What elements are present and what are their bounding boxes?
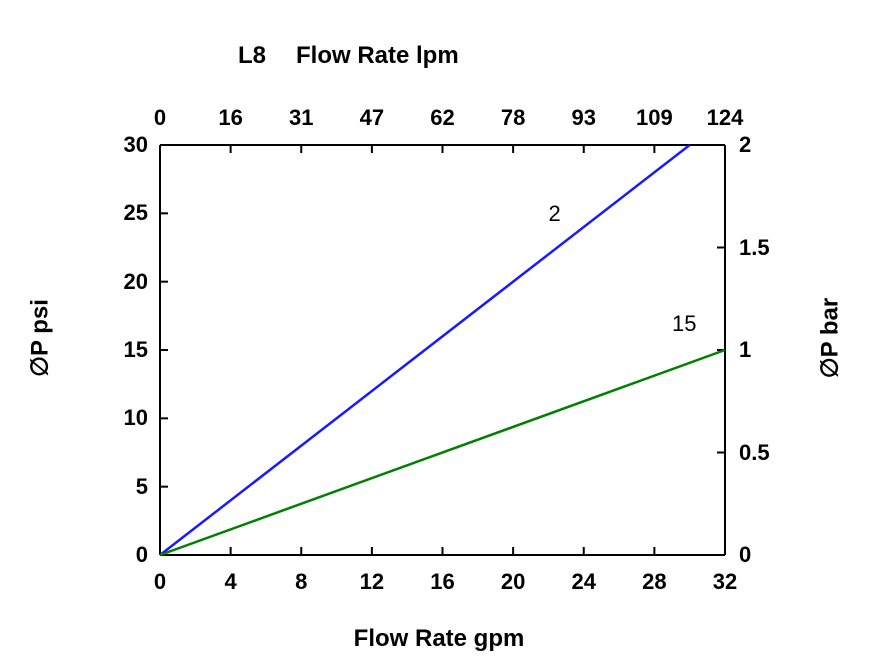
xtick-bottom: 12 xyxy=(347,569,397,595)
series-label-2: 2 xyxy=(548,201,560,227)
ytick-left: 20 xyxy=(98,269,148,295)
series-line-15 xyxy=(160,350,725,555)
ytick-left: 30 xyxy=(98,132,148,158)
chart-container: { "chart": { "type": "line", "title_pref… xyxy=(0,0,878,672)
ytick-left: 25 xyxy=(98,200,148,226)
series-line-2 xyxy=(160,145,690,555)
ytick-left: 0 xyxy=(98,542,148,568)
xtick-top: 93 xyxy=(554,105,614,131)
ytick-left: 10 xyxy=(98,405,148,431)
ytick-right: 0.5 xyxy=(739,440,799,466)
ytick-left: 5 xyxy=(98,474,148,500)
xtick-top: 62 xyxy=(413,105,473,131)
xtick-bottom: 16 xyxy=(418,569,468,595)
xtick-top: 31 xyxy=(271,105,331,131)
ytick-right: 2 xyxy=(739,132,799,158)
series-label-15: 15 xyxy=(672,311,696,337)
xtick-bottom: 20 xyxy=(488,569,538,595)
xtick-bottom: 0 xyxy=(135,569,185,595)
xtick-top: 16 xyxy=(201,105,261,131)
xtick-top: 0 xyxy=(130,105,190,131)
xtick-bottom: 4 xyxy=(206,569,256,595)
ytick-left: 15 xyxy=(98,337,148,363)
xtick-top: 109 xyxy=(624,105,684,131)
xtick-bottom: 28 xyxy=(629,569,679,595)
xtick-top: 47 xyxy=(342,105,402,131)
ytick-right: 1.5 xyxy=(739,235,799,261)
xtick-bottom: 24 xyxy=(559,569,609,595)
ytick-right: 1 xyxy=(739,337,799,363)
xtick-top: 78 xyxy=(483,105,543,131)
xtick-bottom: 8 xyxy=(276,569,326,595)
xtick-bottom: 32 xyxy=(700,569,750,595)
xtick-top: 124 xyxy=(695,105,755,131)
ytick-right: 0 xyxy=(739,542,799,568)
